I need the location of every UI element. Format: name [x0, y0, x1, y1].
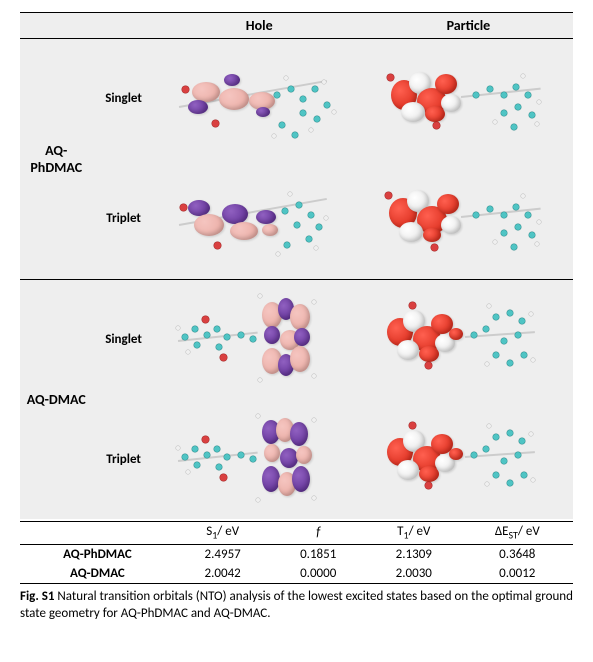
row-dmac-singlet: AQ-DMAC Singlet: [20, 279, 573, 399]
col-empty: [20, 522, 175, 545]
orbital-dmac-singlet-hole: [155, 279, 364, 399]
cell-dmac-s1: 2.0042: [175, 564, 271, 584]
header-hole: Hole: [155, 13, 364, 39]
row-phdmac-triplet: Triplet: [20, 159, 573, 279]
orbital-dmac-triplet-hole: [155, 399, 364, 519]
col-f: f: [270, 522, 366, 545]
row-label-phdmac: AQ-PhDMAC: [20, 544, 175, 564]
cell-phdmac-s1: 2.4957: [175, 544, 271, 564]
orbital-phdmac-singlet-hole: [155, 39, 364, 159]
data-row-phdmac: AQ-PhDMAC 2.4957 0.1851 2.1309 0.3648: [20, 544, 573, 564]
header-empty: [20, 13, 155, 39]
cell-phdmac-f: 0.1851: [270, 544, 366, 564]
compound-label-phdmac: AQ-PhDMAC: [20, 39, 92, 279]
cell-dmac-f: 0.0000: [270, 564, 366, 584]
orbital-phdmac-triplet-hole: [155, 159, 364, 279]
energy-data-table: S1/ eV f T1/ eV ΔEST/ eV AQ-PhDMAC 2.495…: [20, 521, 573, 584]
col-dest: ΔEST/ eV: [462, 522, 573, 545]
data-header-row: S1/ eV f T1/ eV ΔEST/ eV: [20, 522, 573, 545]
cell-dmac-dest: 0.0012: [462, 564, 573, 584]
col-t1: T1/ eV: [366, 522, 462, 545]
cell-dmac-t1: 2.0030: [366, 564, 462, 584]
state-label-triplet: Triplet: [92, 159, 154, 279]
orbital-phdmac-singlet-particle: [364, 39, 573, 159]
caption-label: Fig. S1: [20, 589, 54, 604]
orbital-dmac-singlet-particle: [364, 279, 573, 399]
col-s1: S1/ eV: [175, 522, 271, 545]
row-phdmac-singlet: AQ-PhDMAC Singlet: [20, 39, 573, 159]
header-particle: Particle: [364, 13, 573, 39]
caption-text: Natural transition orbitals (NTO) analys…: [20, 589, 573, 622]
cell-phdmac-dest: 0.3648: [462, 544, 573, 564]
compound-label-dmac: AQ-DMAC: [20, 279, 92, 519]
figure-caption: Fig. S1 Natural transition orbitals (NTO…: [20, 588, 573, 623]
state-label-singlet: Singlet: [92, 39, 154, 159]
data-row-dmac: AQ-DMAC 2.0042 0.0000 2.0030 0.0012: [20, 564, 573, 584]
figure-header-row: Hole Particle: [20, 13, 573, 39]
row-label-dmac: AQ-DMAC: [20, 564, 175, 584]
state-label-triplet-2: Triplet: [92, 399, 154, 519]
row-dmac-triplet: Triplet: [20, 399, 573, 519]
state-label-singlet-2: Singlet: [92, 279, 154, 399]
orbital-phdmac-triplet-particle: [364, 159, 573, 279]
orbital-dmac-triplet-particle: [364, 399, 573, 519]
nto-figure-grid: Hole Particle AQ-PhDMAC Singlet: [20, 12, 573, 519]
cell-phdmac-t1: 2.1309: [366, 544, 462, 564]
